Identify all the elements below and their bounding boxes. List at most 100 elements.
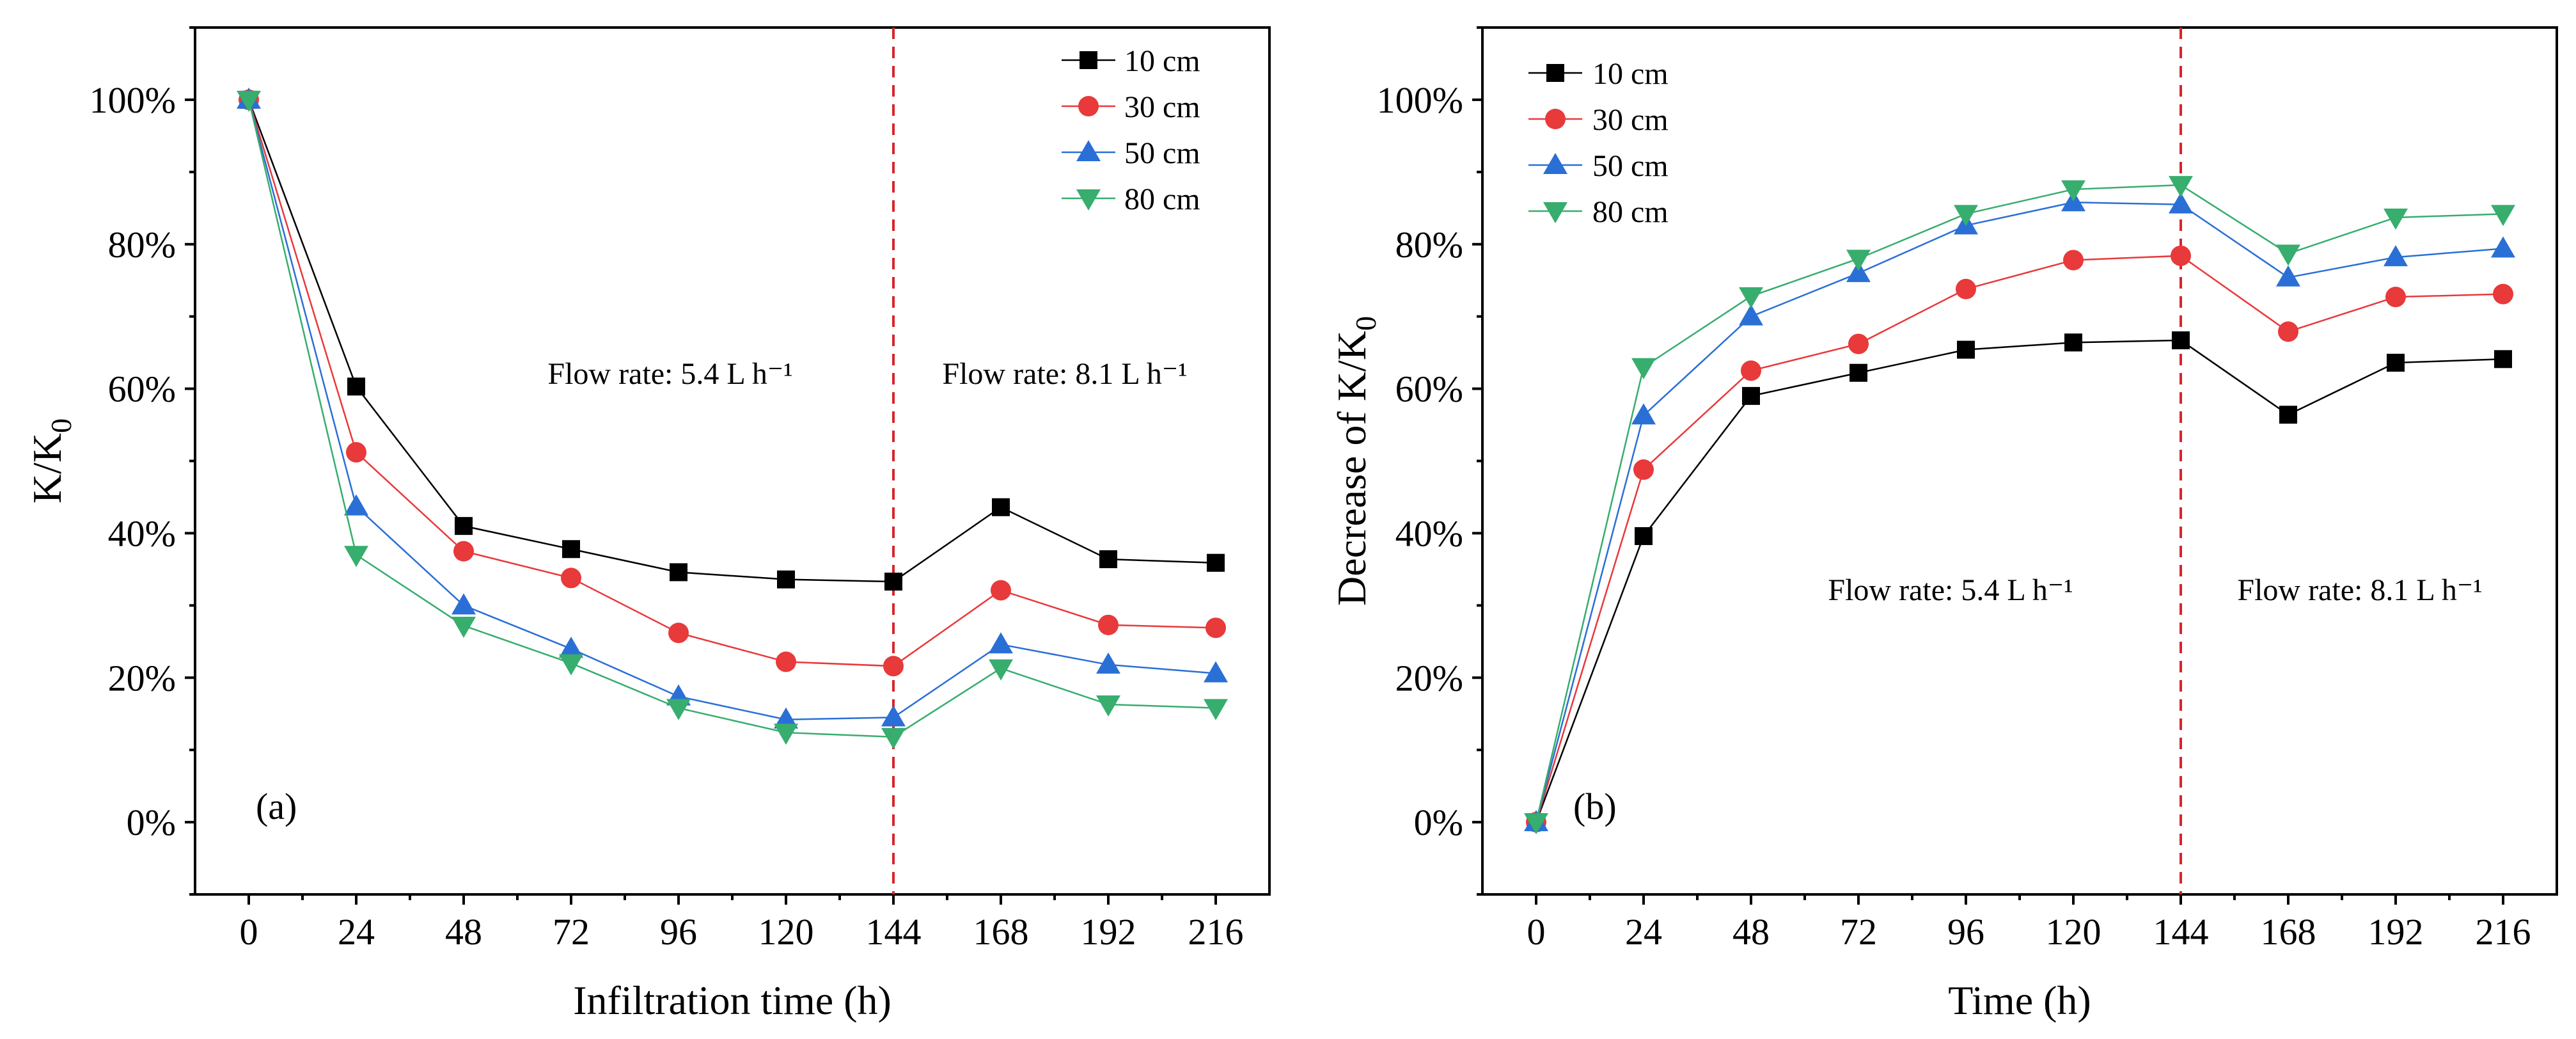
data-point-a bbox=[561, 567, 581, 589]
data-point-b bbox=[2491, 205, 2515, 226]
legend-marker-b bbox=[1545, 109, 1566, 129]
x-axis-title-a: Infiltration time (h) bbox=[573, 978, 891, 1023]
x-tick-label-a: 192 bbox=[1081, 911, 1136, 953]
y-axis-title-main-a: K/K bbox=[24, 433, 70, 504]
data-point-b bbox=[1635, 527, 1653, 545]
data-point-a bbox=[881, 727, 906, 749]
data-point-a bbox=[562, 540, 580, 559]
y-tick-label-b: 80% bbox=[1395, 224, 1463, 266]
data-point-a bbox=[883, 656, 904, 677]
data-point-a bbox=[776, 651, 796, 672]
data-point-b bbox=[2276, 265, 2300, 287]
data-point-b bbox=[2171, 245, 2191, 266]
data-point-b bbox=[1739, 287, 1763, 309]
data-point-b bbox=[1524, 813, 1548, 835]
x-axis-title-b: Time (h) bbox=[1948, 978, 2091, 1023]
series-b-30cm bbox=[1526, 245, 2513, 833]
x-tick-label-a: 120 bbox=[758, 911, 814, 953]
legend-label-a: 10 cm bbox=[1124, 44, 1200, 78]
series-b-80cm bbox=[1524, 176, 2515, 835]
series-line-b bbox=[1535, 255, 2504, 823]
series-line-a bbox=[247, 99, 1216, 667]
series-a-80cm bbox=[237, 90, 1228, 749]
data-point-a bbox=[1096, 695, 1120, 717]
panel-b: 0% 20% 40% 60% 80% 100% 0 24 48 72 96 120 144 168 192 2… bbox=[1329, 26, 2558, 1023]
data-point-a bbox=[344, 546, 368, 567]
y-axis-title-main-b: Decrease of K/K bbox=[1329, 331, 1374, 606]
data-point-a bbox=[1204, 699, 1228, 720]
flow-rate-annotation-a-1: Flow rate: 5.4 L h⁻¹ bbox=[547, 357, 792, 391]
x-tick-label-b: 120 bbox=[2046, 911, 2101, 953]
y-tick-label-b: 60% bbox=[1395, 369, 1463, 410]
x-tick-label-a: 168 bbox=[973, 911, 1029, 953]
x-tick-label-b: 0 bbox=[1527, 911, 1546, 953]
data-point-a bbox=[774, 707, 798, 729]
data-point-b bbox=[1633, 459, 1654, 480]
data-point-a bbox=[989, 659, 1013, 681]
series-line-b bbox=[1535, 202, 2504, 823]
data-point-a bbox=[347, 377, 365, 396]
series-line-b bbox=[1535, 339, 2504, 823]
legend-marker-b bbox=[1543, 202, 1567, 223]
data-point-a bbox=[884, 573, 902, 591]
data-point-b bbox=[1631, 358, 1656, 379]
legend-label-b: 30 cm bbox=[1592, 103, 1669, 137]
data-point-b bbox=[2061, 180, 2085, 202]
data-point-b bbox=[2169, 176, 2193, 198]
data-point-b bbox=[2172, 331, 2190, 349]
data-point-a bbox=[991, 580, 1011, 601]
data-point-a bbox=[237, 90, 261, 112]
y-axis-title-a: K/K0 bbox=[24, 418, 77, 504]
y-tick-label-b: 20% bbox=[1395, 657, 1463, 699]
x-tick-label-b: 216 bbox=[2476, 911, 2531, 953]
data-point-b bbox=[1846, 250, 1871, 271]
data-point-a bbox=[344, 494, 368, 516]
legend-label-b: 50 cm bbox=[1592, 149, 1669, 183]
data-point-b bbox=[1631, 403, 1656, 425]
legend-label-a: 80 cm bbox=[1124, 182, 1200, 216]
data-point-b bbox=[1846, 260, 1871, 282]
data-point-b bbox=[2493, 283, 2513, 305]
data-point-b bbox=[2064, 333, 2082, 352]
panel-a: 0% 20% 40% 60% 80% 100% 0 24 48 72 96 120 144 168 192 2… bbox=[24, 26, 1271, 1023]
data-point-b bbox=[2387, 353, 2405, 372]
y-tick-label-a: 100% bbox=[90, 79, 176, 121]
x-tick-label-b: 72 bbox=[1840, 911, 1877, 953]
data-point-a bbox=[1099, 550, 1117, 569]
x-tick-label-a: 144 bbox=[866, 911, 922, 953]
data-point-b bbox=[2494, 350, 2512, 369]
data-point-a bbox=[1096, 652, 1120, 674]
data-point-a bbox=[1206, 617, 1226, 638]
data-point-b bbox=[1742, 386, 1760, 405]
panel-label-b: (b) bbox=[1573, 786, 1617, 827]
series-b-10cm bbox=[1527, 331, 2512, 832]
legend-label-b: 10 cm bbox=[1592, 57, 1669, 91]
data-point-b bbox=[2491, 236, 2515, 258]
data-point-b bbox=[2276, 244, 2300, 266]
data-point-a bbox=[1204, 661, 1228, 683]
x-tick-label-b: 96 bbox=[1947, 911, 1984, 953]
data-point-b bbox=[1850, 363, 1867, 382]
x-tick-label-b: 144 bbox=[2153, 911, 2209, 953]
flow-rate-annotation-b-1: Flow rate: 5.4 L h⁻¹ bbox=[1828, 573, 2073, 607]
y-tick-label-a: 60% bbox=[108, 369, 176, 410]
legend-marker-b bbox=[1543, 153, 1567, 174]
data-point-b bbox=[1741, 360, 1761, 381]
x-tick-label-a: 48 bbox=[445, 911, 482, 953]
data-point-b bbox=[2385, 287, 2406, 308]
series-line-b bbox=[1535, 184, 2504, 823]
data-point-a bbox=[989, 632, 1013, 654]
data-point-b bbox=[2278, 321, 2298, 342]
y-tick-label-b: 0% bbox=[1414, 802, 1463, 843]
data-point-b bbox=[2169, 192, 2193, 214]
data-point-a bbox=[346, 441, 366, 463]
y-tick-label-a: 40% bbox=[108, 512, 176, 554]
y-axis-title-sub-a: 0 bbox=[45, 418, 77, 433]
x-tick-label-a: 72 bbox=[553, 911, 590, 953]
data-point-a bbox=[881, 705, 906, 727]
series-a-50cm bbox=[237, 87, 1228, 729]
x-tick-label-a: 0 bbox=[240, 911, 258, 953]
x-tick-label-b: 48 bbox=[1732, 911, 1770, 953]
data-point-b bbox=[2279, 406, 2297, 424]
series-line-a bbox=[247, 99, 1216, 583]
